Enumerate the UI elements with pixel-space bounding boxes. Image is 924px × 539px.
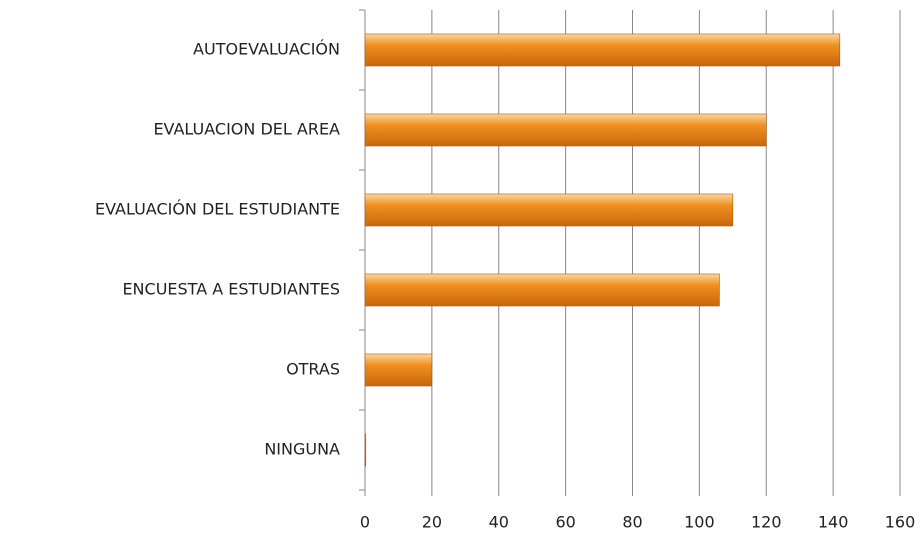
x-tick-label: 140	[818, 513, 849, 532]
y-tick-label: EVALUACION DEL AREA	[153, 120, 340, 139]
x-tick-label: 80	[622, 513, 642, 532]
bar	[364, 113, 767, 147]
bar	[364, 353, 433, 387]
y-tick-label: NINGUNA	[264, 440, 340, 459]
x-tick-label: 120	[751, 513, 782, 532]
x-tick-label: 0	[360, 513, 370, 532]
x-tick-label: 100	[684, 513, 715, 532]
bar	[364, 433, 367, 467]
x-tick-label: 40	[489, 513, 509, 532]
bar	[364, 193, 734, 227]
y-tick-label: AUTOEVALUACIÓN	[193, 40, 340, 59]
x-tick-label: 60	[555, 513, 575, 532]
bar	[364, 33, 841, 67]
bar	[364, 273, 720, 307]
x-tick-label: 160	[885, 513, 916, 532]
y-tick-label: EVALUACIÓN DEL ESTUDIANTE	[95, 200, 340, 219]
x-tick-label: 20	[422, 513, 442, 532]
y-tick-label: ENCUESTA A ESTUDIANTES	[122, 280, 340, 299]
y-tick-label: OTRAS	[286, 360, 340, 379]
